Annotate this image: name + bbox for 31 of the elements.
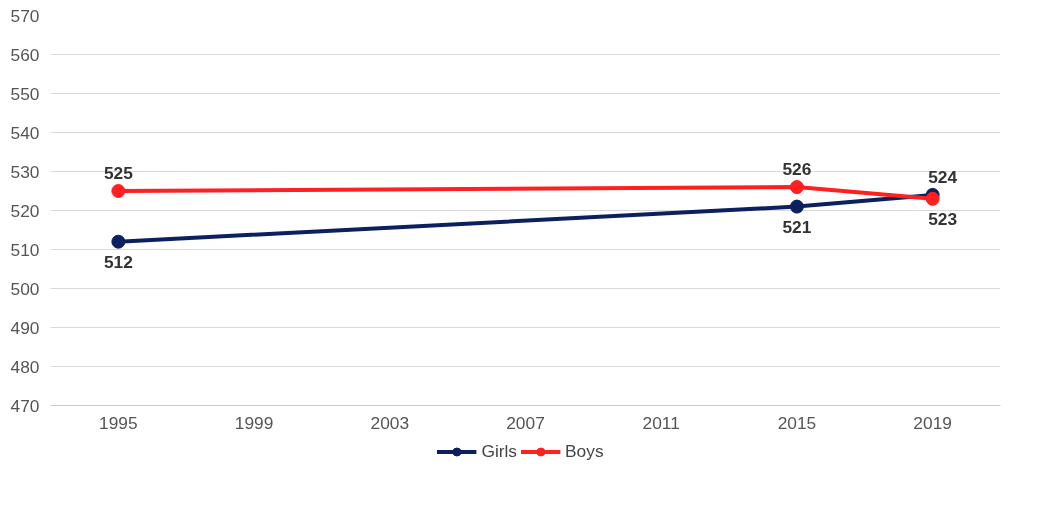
y-tick-label: 480: [10, 356, 40, 377]
legend-label: Boys: [565, 440, 604, 462]
y-tick-label: 490: [10, 317, 40, 338]
x-tick-label: 2007: [506, 412, 545, 433]
x-tick-label: 1995: [99, 412, 138, 433]
point: [925, 191, 940, 206]
y-tick-label: 530: [10, 161, 40, 182]
point: [111, 234, 126, 249]
y-tick-label: 470: [10, 395, 40, 416]
y-tick-label: 500: [10, 278, 40, 299]
point: [789, 199, 804, 214]
y-tick-label: 570: [10, 5, 40, 26]
x-tick-label: 2019: [913, 412, 952, 433]
data-label: 525: [103, 163, 134, 183]
x-tick-label: 2003: [370, 412, 410, 433]
y-tick-label: 560: [10, 44, 40, 65]
data-label: 524: [928, 166, 958, 187]
x-tick-label: 2011: [642, 412, 680, 433]
y-tick-label: 540: [10, 122, 40, 143]
data-label: 512: [103, 251, 133, 272]
point: [789, 180, 804, 195]
data-label: 523: [928, 208, 958, 229]
y-tick-label: 520: [10, 200, 40, 221]
legend-label: Girls: [481, 440, 518, 462]
y-tick-label: 550: [10, 83, 40, 104]
data-label: 526: [782, 159, 812, 180]
x-tick-label: 2015: [777, 412, 817, 433]
x-tick-label: 1999: [234, 412, 274, 433]
point: [111, 184, 126, 198]
y-tick-label: 510: [10, 239, 40, 260]
data-label: 521: [782, 216, 812, 237]
